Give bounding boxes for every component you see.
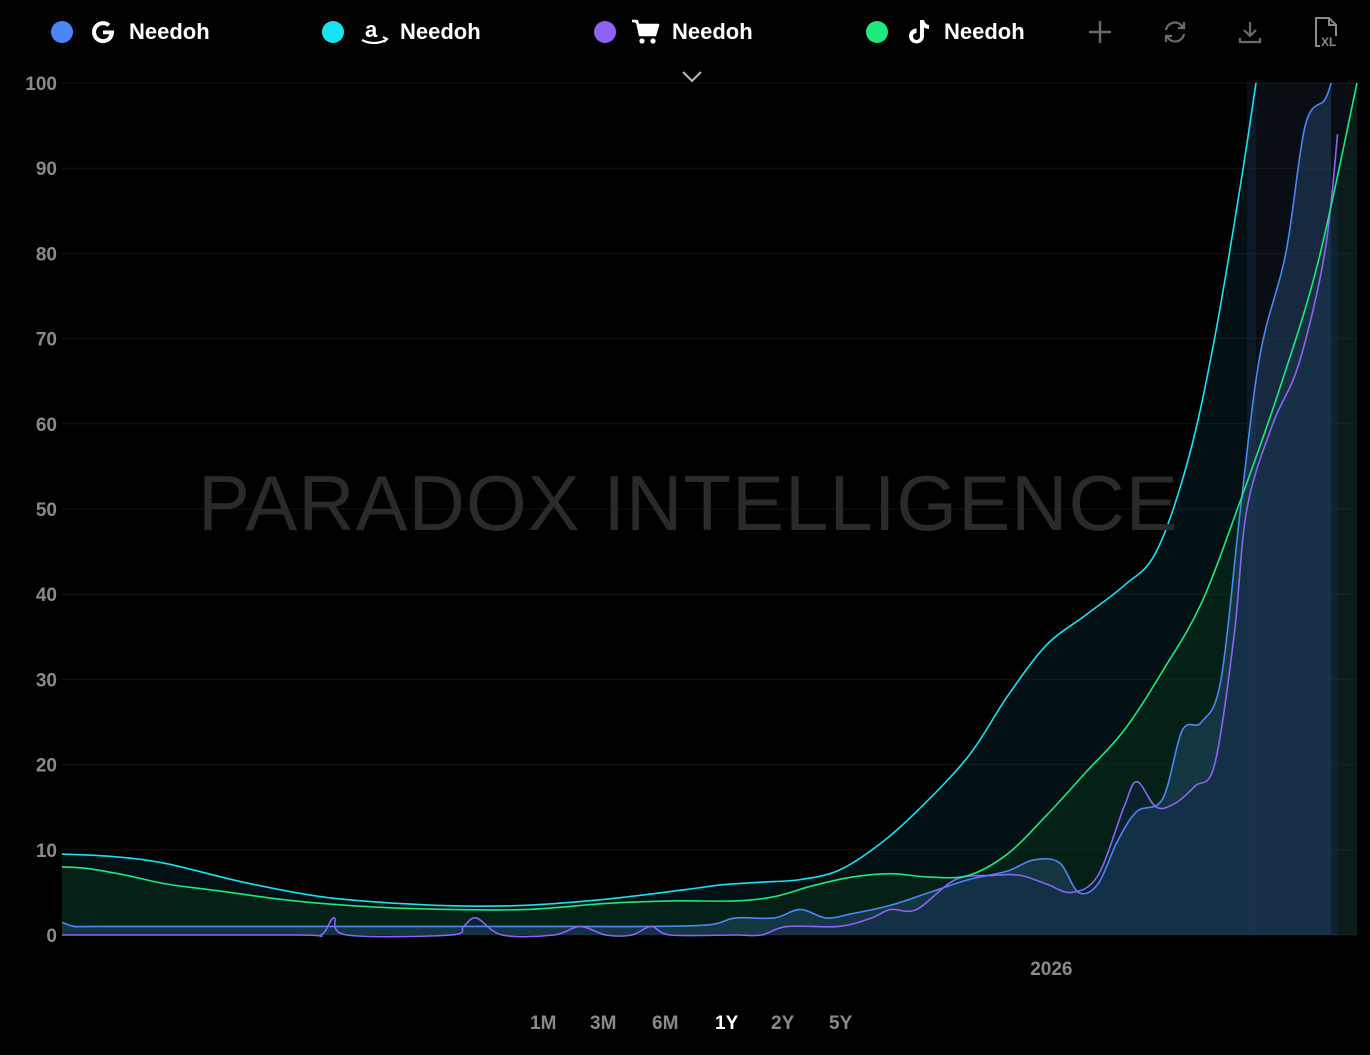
series-line-tiktok	[61, 82, 1358, 911]
series-area-google	[62, 83, 1332, 935]
range-2y[interactable]: 2Y	[771, 1013, 795, 1034]
amazon-icon: a	[358, 16, 390, 48]
chart-lines	[61, 82, 1358, 938]
legend-item-google[interactable]: Needoh	[51, 14, 210, 50]
chart-areas	[62, 83, 1357, 937]
y-tick-label: 10	[36, 841, 57, 862]
x-tick-label: 2026	[1030, 959, 1072, 980]
y-tick-label: 60	[36, 415, 57, 436]
range-6m[interactable]: 6M	[652, 1013, 679, 1034]
export-xl-icon[interactable]: XL	[1308, 14, 1344, 50]
series-line-shopping	[62, 134, 1339, 938]
legend-item-amazon[interactable]: a Needoh	[322, 14, 481, 50]
add-icon[interactable]	[1082, 14, 1118, 50]
range-3m[interactable]: 3M	[590, 1013, 617, 1034]
google-icon	[87, 16, 119, 48]
chart-grid	[62, 82, 1357, 936]
y-tick-label: 40	[36, 585, 57, 606]
legend-dot	[594, 21, 616, 43]
partial-period-band	[1247, 83, 1357, 935]
svg-text:XL: XL	[1321, 35, 1336, 48]
watermark: PARADOX INTELLIGENCE	[198, 459, 1179, 547]
series-area-amazon	[62, 83, 1256, 935]
y-tick-label: 70	[36, 330, 57, 351]
x-axis: 2026	[1030, 959, 1072, 980]
range-1y[interactable]: 1Y	[715, 1013, 739, 1034]
legend-label: Needoh	[400, 19, 481, 44]
chevron-down-icon[interactable]	[679, 66, 705, 86]
y-tick-label: 50	[36, 500, 57, 521]
legend-label: Needoh	[129, 19, 210, 44]
series-area-tiktok	[62, 83, 1357, 935]
legend: Needoh a Needoh Needoh Needoh	[0, 14, 1370, 50]
chart-bands	[1247, 83, 1357, 935]
shopping-cart-icon	[630, 16, 662, 48]
range-selector: 1M 3M 6M 1Y 2Y 5Y	[0, 1013, 1370, 1039]
y-axis: 0 10 20 30 40 50 60 70 80 90 100	[25, 74, 57, 947]
y-tick-label: 30	[36, 670, 57, 691]
range-1m[interactable]: 1M	[530, 1013, 557, 1034]
y-tick-label: 100	[25, 74, 57, 95]
series-area-shopping	[62, 134, 1338, 937]
svg-text:a: a	[365, 17, 378, 42]
y-tick-label: 80	[36, 244, 57, 265]
tiktok-icon	[902, 16, 934, 48]
range-5y[interactable]: 5Y	[829, 1013, 853, 1034]
legend-item-shopping[interactable]: Needoh	[594, 14, 753, 50]
legend-label: Needoh	[672, 19, 753, 44]
series-line-google	[61, 82, 1332, 928]
legend-dot	[51, 21, 73, 43]
legend-dot	[322, 21, 344, 43]
y-tick-label: 0	[46, 926, 57, 947]
legend-item-tiktok[interactable]: Needoh	[866, 14, 1025, 50]
y-tick-label: 20	[36, 756, 57, 777]
y-tick-label: 90	[36, 159, 57, 180]
series-line-amazon	[61, 82, 1257, 907]
legend-dot	[866, 21, 888, 43]
download-icon[interactable]	[1232, 14, 1268, 50]
legend-label: Needoh	[944, 19, 1025, 44]
refresh-icon[interactable]	[1157, 14, 1193, 50]
